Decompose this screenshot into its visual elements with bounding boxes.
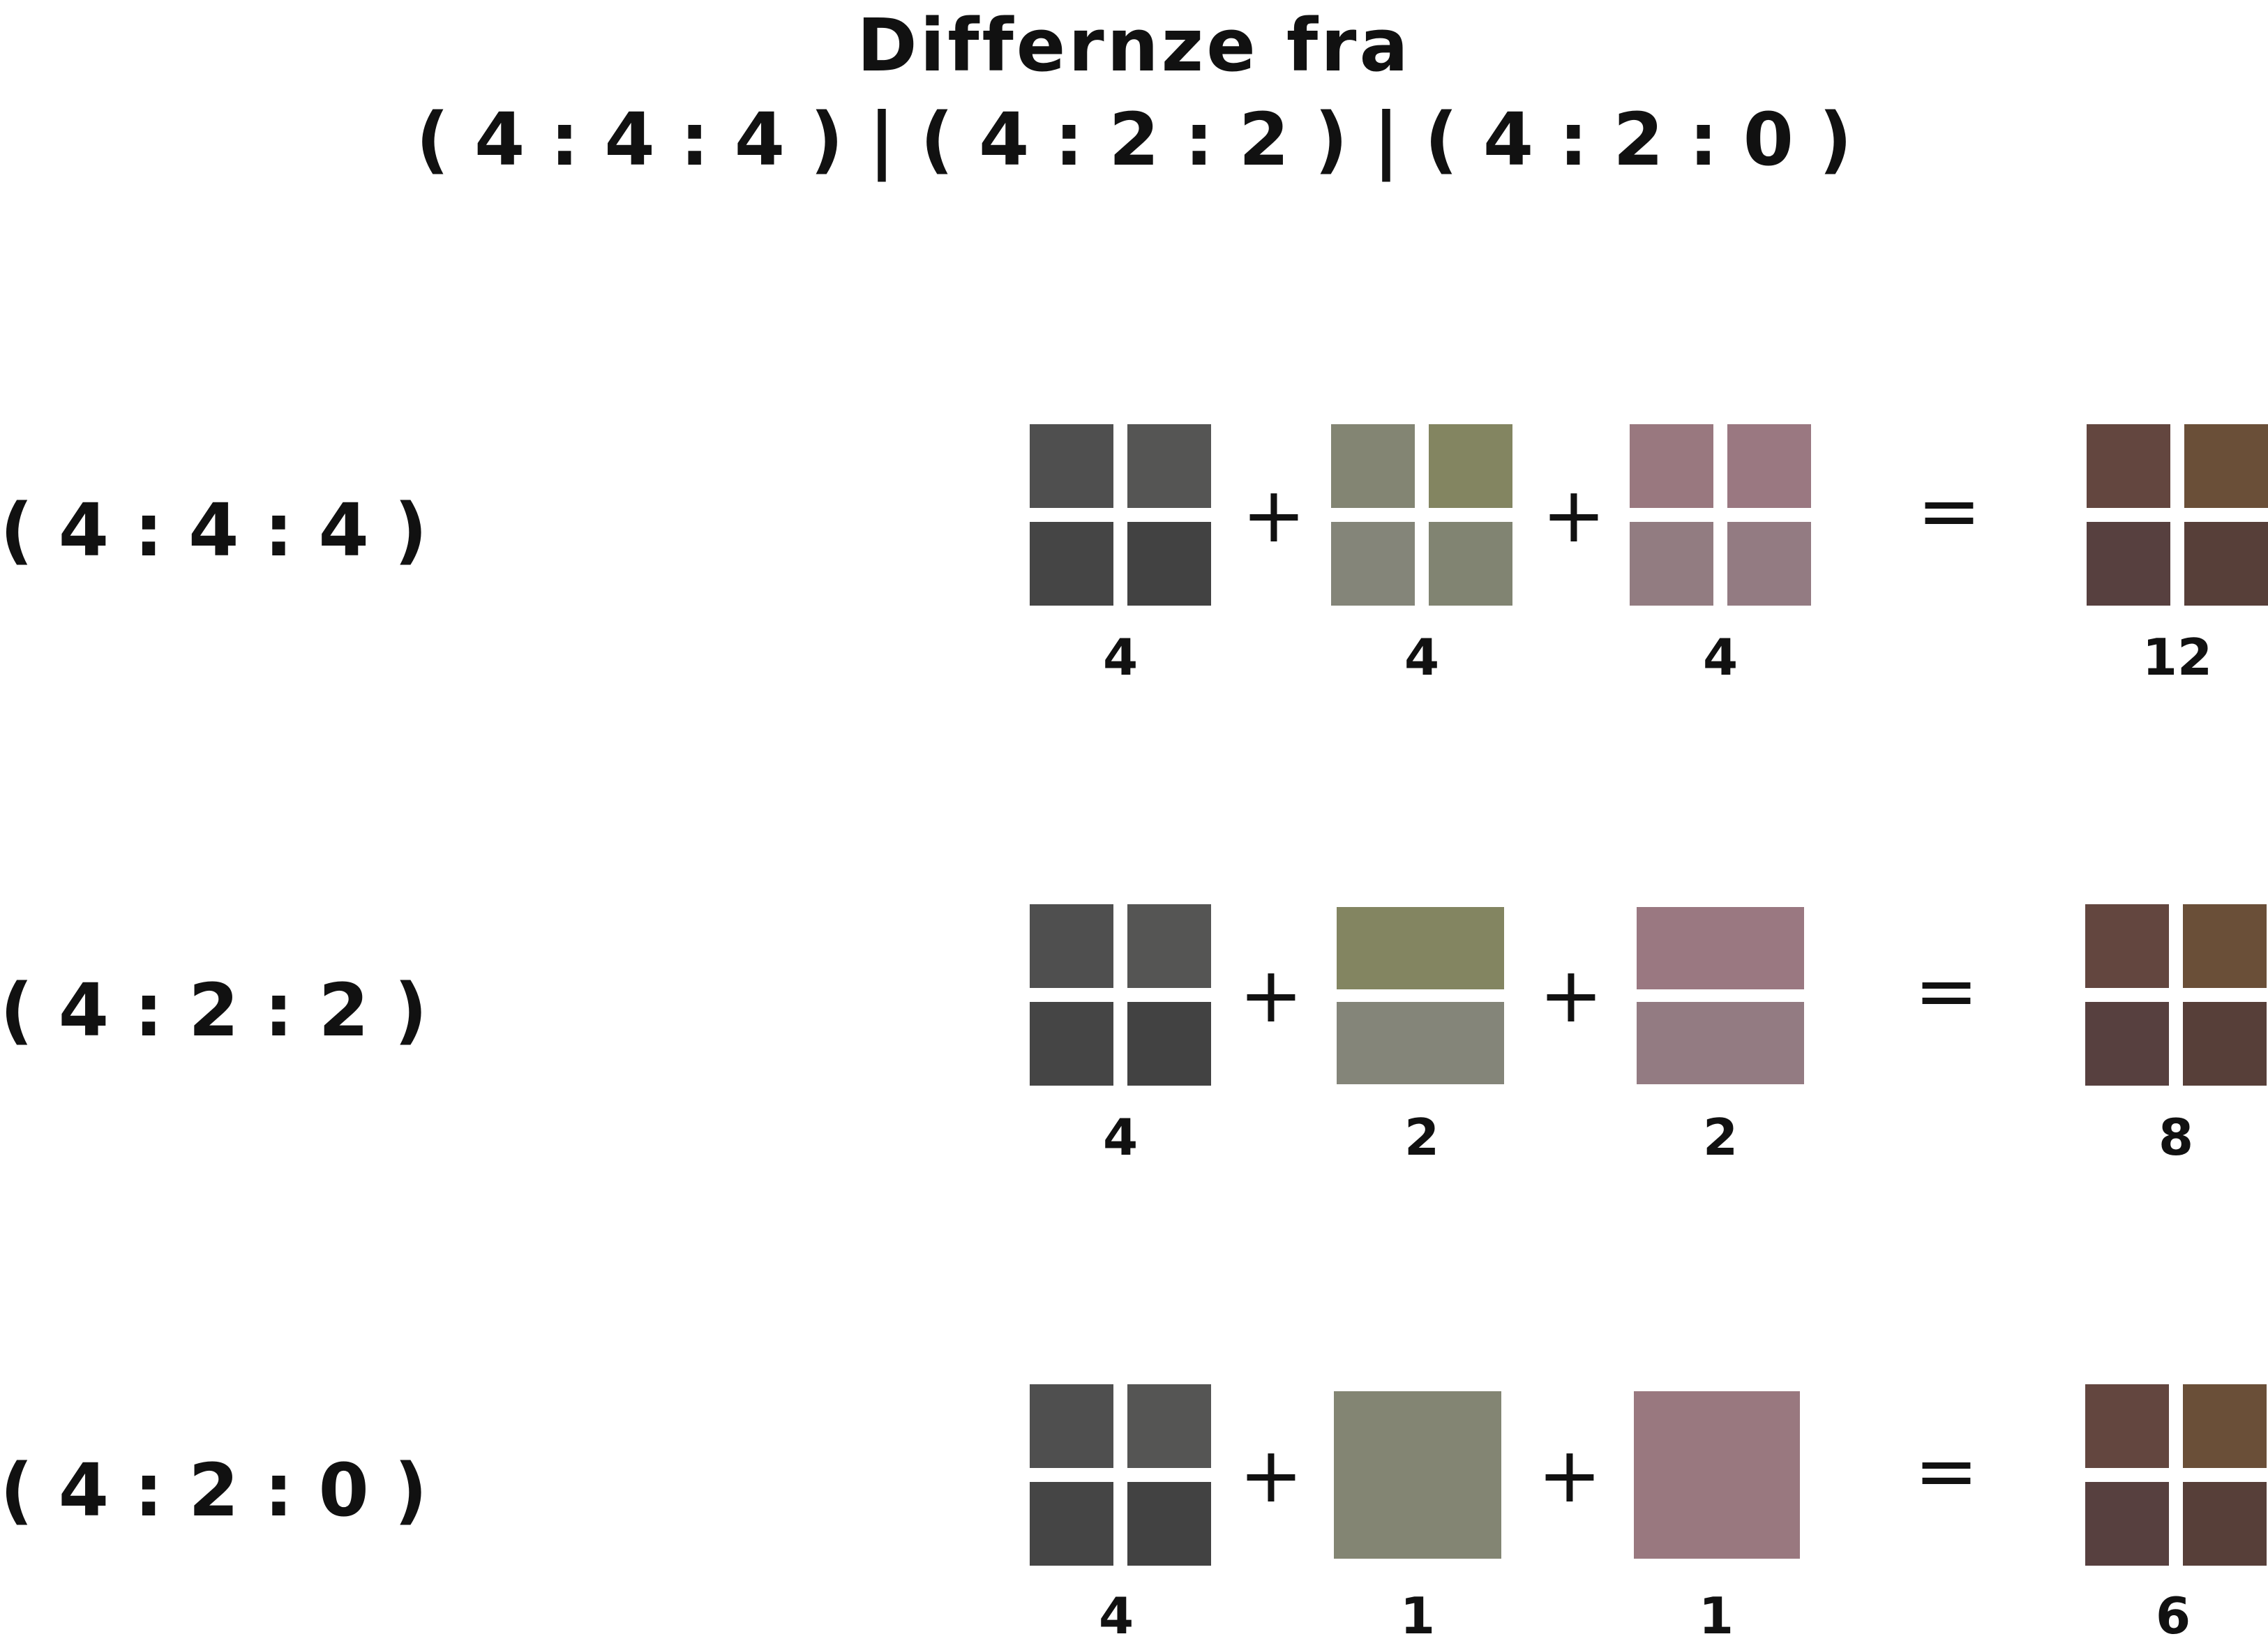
result-block: [2085, 1384, 2267, 1566]
luma-pixel: [1127, 522, 1211, 606]
cr-pixel: [1727, 424, 1811, 508]
luma-block: [1030, 904, 1211, 1086]
cb-block: [1337, 907, 1504, 1084]
result-pixel: [2184, 522, 2268, 606]
result-pixel: [2087, 424, 2170, 508]
cr-pixel: [1637, 1002, 1804, 1084]
cr-pixel: [1630, 424, 1713, 508]
luma-count: 4: [1098, 1587, 1134, 1645]
luma-pixel: [1127, 1482, 1211, 1566]
result-pixel: [2184, 424, 2268, 508]
cb-pixel: [1429, 522, 1512, 606]
plus-sign: +: [1238, 950, 1304, 1040]
title-line-2: ( 4 : 4 : 4 ) | ( 4 : 2 : 2 ) | ( 4 : 2 …: [416, 97, 1852, 182]
result-pixel: [2085, 1002, 2169, 1086]
result-pixel: [2183, 1482, 2267, 1566]
luma-pixel: [1030, 1002, 1113, 1086]
luma-pixel: [1030, 1482, 1113, 1566]
result-pixel: [2183, 904, 2267, 988]
luma-pixel: [1030, 522, 1113, 606]
total-count: 6: [2155, 1587, 2191, 1645]
cb-pixel: [1337, 907, 1504, 989]
plus-sign: +: [1238, 1430, 1304, 1520]
cr-pixel: [1727, 522, 1811, 606]
plus-sign: +: [1538, 950, 1604, 1040]
cr-count: 4: [1702, 628, 1738, 687]
equals-sign: =: [1916, 466, 1982, 555]
cb-pixel: [1331, 522, 1415, 606]
luma-pixel: [1127, 1384, 1211, 1468]
luma-pixel: [1030, 904, 1113, 988]
cb-pixel: [1337, 1002, 1504, 1084]
luma-block: [1030, 424, 1211, 606]
cr-block: [1634, 1391, 1800, 1559]
luma-pixel: [1030, 424, 1113, 508]
cb-count: 2: [1404, 1108, 1440, 1167]
cr-block: [1637, 907, 1804, 1084]
plus-sign: +: [1241, 470, 1307, 560]
luma-pixel: [1127, 424, 1211, 508]
result-block: [2087, 424, 2268, 606]
luma-pixel: [1030, 1384, 1113, 1468]
luma-pixel: [1127, 904, 1211, 988]
cr-pixel: [1630, 522, 1713, 606]
equals-sign: =: [1914, 1426, 1979, 1515]
luma-count: 4: [1102, 1108, 1139, 1167]
cb-block: [1334, 1391, 1501, 1559]
cr-count: 1: [1698, 1587, 1734, 1645]
cr-pixel: [1637, 907, 1804, 989]
cb-pixel: [1331, 424, 1415, 508]
result-block: [2085, 904, 2267, 1086]
cr-count: 2: [1702, 1108, 1738, 1167]
row-label: ( 4 : 4 : 4 ): [0, 488, 428, 573]
result-pixel: [2183, 1384, 2267, 1468]
row-label: ( 4 : 2 : 2 ): [0, 968, 428, 1053]
cb-count: 4: [1404, 628, 1440, 687]
equals-sign: =: [1914, 946, 1979, 1035]
row-label: ( 4 : 2 : 0 ): [0, 1448, 428, 1533]
cb-block: [1331, 424, 1512, 606]
result-pixel: [2183, 1002, 2267, 1086]
luma-pixel: [1127, 1002, 1211, 1086]
total-count: 8: [2158, 1108, 2194, 1167]
result-pixel: [2085, 1482, 2169, 1566]
result-pixel: [2085, 904, 2169, 988]
cb-count: 1: [1399, 1587, 1436, 1645]
result-pixel: [2085, 1384, 2169, 1468]
plus-sign: +: [1537, 1430, 1602, 1520]
result-pixel: [2087, 522, 2170, 606]
cr-block: [1630, 424, 1811, 606]
plus-sign: +: [1541, 470, 1607, 560]
cb-pixel: [1429, 424, 1512, 508]
title-line-1: Differnze fra: [857, 3, 1411, 88]
total-count: 12: [2142, 628, 2213, 687]
luma-block: [1030, 1384, 1211, 1566]
luma-count: 4: [1102, 628, 1139, 687]
